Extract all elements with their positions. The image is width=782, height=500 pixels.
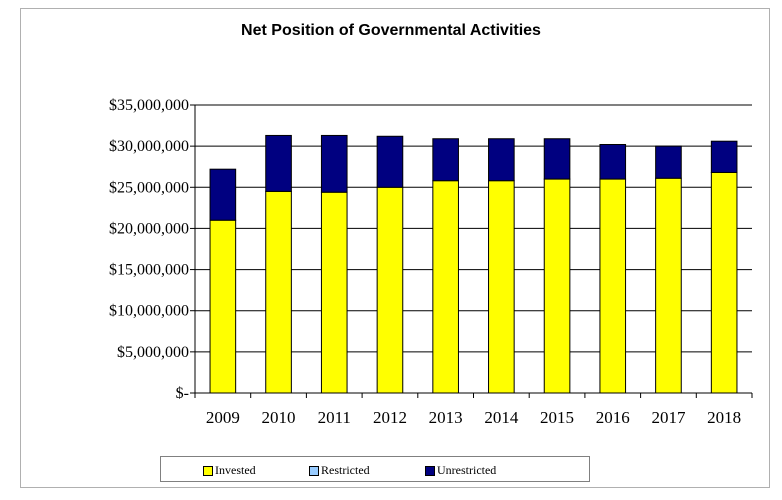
x-tick-label: 2011 [318, 408, 351, 427]
bar-invested-2012 [376, 186, 404, 394]
bar-unrestricted-2018 [710, 140, 738, 173]
y-tick-label: $30,000,000 [109, 138, 189, 155]
y-tick-label: $15,000,000 [109, 262, 189, 279]
y-tick-label: $35,000,000 [109, 97, 189, 114]
x-tick-label: 2009 [206, 408, 240, 427]
bar-unrestricted-2017 [655, 145, 682, 179]
bar-invested-2010 [265, 190, 292, 394]
legend-swatch-invested [203, 465, 213, 476]
bar-unrestricted-2010 [265, 134, 292, 192]
bar-unrestricted-2011 [320, 134, 348, 193]
y-tick-label: $5,000,000 [117, 344, 189, 361]
x-tick-label: 2010 [262, 408, 296, 427]
y-tick-label: $25,000,000 [109, 179, 189, 196]
bar-invested-2017 [655, 177, 682, 394]
y-tick-labels: $- $5,000,000 $10,000,000 $15,000,000 $20,00… [109, 97, 189, 402]
legend-swatch-unrestricted [425, 465, 435, 476]
y-tick-label: $20,000,000 [109, 220, 189, 237]
legend-item-restricted: Restricted [309, 463, 370, 478]
legend: Invested Restricted Unrestricted [160, 456, 590, 482]
x-tick-labels: 2009 2010 2011 2012 2013 2014 2015 2016 2017 2018 [206, 408, 741, 427]
legend-label-unrestricted: Unrestricted [437, 463, 497, 477]
legend-item-unrestricted: Unrestricted [425, 463, 496, 478]
chart-title: Net Position of Governmental Activities [241, 22, 541, 39]
bar-invested-2016 [599, 178, 627, 394]
legend-item-invested: Invested [203, 463, 256, 478]
legend-swatch-restricted [309, 465, 319, 476]
bar-unrestricted-2013 [432, 138, 459, 182]
x-tick-label: 2017 [651, 408, 686, 427]
bar-unrestricted-2009 [209, 168, 237, 221]
x-tick-label: 2018 [707, 408, 741, 427]
bar-invested-2013 [432, 180, 459, 394]
bar-invested-2014 [488, 180, 515, 394]
x-tick-label: 2014 [484, 408, 519, 427]
x-tick-label: 2012 [373, 408, 407, 427]
bar-invested-2009 [209, 219, 237, 394]
x-tick-label: 2015 [540, 408, 574, 427]
y-tick-label: $10,000,000 [109, 303, 189, 320]
bar-invested-2011 [320, 191, 348, 394]
bar-invested-2015 [543, 178, 571, 394]
axes [190, 104, 753, 398]
x-tick-label: 2016 [596, 408, 630, 427]
bar-unrestricted-2015 [543, 138, 571, 180]
x-tick-label: 2013 [429, 408, 463, 427]
y-tick-label: $- [176, 385, 189, 402]
bar-unrestricted-2012 [376, 135, 404, 188]
bar-unrestricted-2014 [488, 138, 515, 182]
legend-label-invested: Invested [215, 463, 256, 477]
legend-label-restricted: Restricted [321, 463, 370, 477]
bar-unrestricted-2016 [599, 143, 627, 180]
bars [209, 134, 738, 394]
bar-invested-2018 [710, 171, 738, 394]
